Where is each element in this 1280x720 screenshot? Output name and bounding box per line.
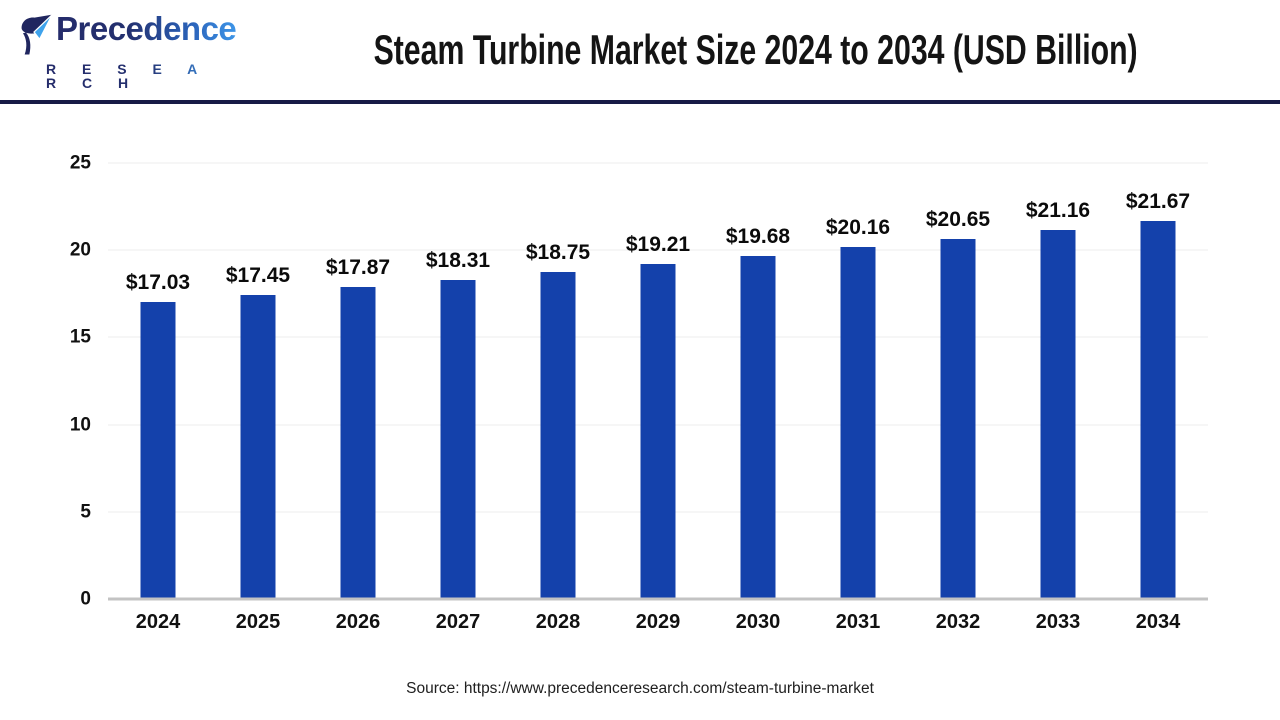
gridline-25 (108, 162, 1208, 164)
bar-value-label-2025: $17.45 (225, 263, 291, 287)
source-text: Source: https://www.precedenceresearch.c… (406, 680, 874, 697)
bar-2029 (640, 263, 676, 599)
y-axis-tick-0: 0 (80, 588, 91, 610)
bar-value-label-2031: $20.16 (825, 216, 891, 240)
bar-slot-2028: $18.75 2028 (508, 163, 608, 632)
bar-value-label-2026: $17.87 (325, 256, 391, 280)
brand-logo: Precedence R E S E A R C H (20, 10, 237, 90)
bar-2028 (540, 272, 576, 599)
header: Precedence R E S E A R C H Steam Turbine… (0, 0, 1280, 104)
x-axis-label-2030: 2030 (735, 611, 781, 633)
bar-2033 (1040, 229, 1076, 599)
y-axis-tick-5: 5 (80, 501, 91, 523)
bar-slot-2030: $19.68 2030 (708, 163, 808, 632)
gridline-20 (108, 249, 1208, 251)
y-axis-tick-10: 10 (69, 414, 91, 436)
bar-2034 (1140, 221, 1176, 599)
bar-slot-2024: $17.03 2024 (108, 163, 208, 632)
paper-plane-logo-icon (20, 13, 54, 62)
x-axis-label-2025: 2025 (235, 611, 281, 633)
y-axis-tick-25: 25 (69, 152, 91, 174)
bar-2024 (140, 302, 176, 599)
x-axis-label-2029: 2029 (635, 611, 681, 633)
x-axis-baseline (108, 597, 1208, 601)
x-axis-label-2027: 2027 (435, 611, 481, 633)
bar-value-label-2028: $18.75 (525, 241, 591, 264)
x-axis-label-2033: 2033 (1035, 611, 1081, 633)
bar-slot-2027: $18.31 2027 (408, 163, 508, 632)
x-axis-label-2031: 2031 (835, 611, 881, 633)
bar-value-label-2024: $17.03 (125, 271, 191, 294)
y-axis-tick-20: 20 (69, 239, 91, 261)
bar-2032 (940, 238, 976, 599)
bar-value-label-2027: $18.31 (425, 248, 491, 272)
bar-slot-2034: $21.67 2034 (1108, 163, 1208, 632)
bar-value-label-2030: $19.68 (725, 224, 791, 248)
bar-slot-2029: $19.21 2029 (608, 163, 708, 632)
bar-value-label-2034: $21.67 (1125, 190, 1191, 214)
bar-value-label-2032: $20.65 (925, 207, 991, 231)
bars-container: $17.03 2024 $17.45 2025 $17.87 2026 $18.31 2027… (108, 163, 1208, 632)
bar-2025 (240, 294, 276, 599)
bar-slot-2032: $20.65 2032 (908, 163, 1008, 632)
bar-slot-2031: $20.16 2031 (808, 163, 908, 632)
bar-2027 (440, 279, 476, 599)
bar-slot-2026: $17.87 2026 (308, 163, 408, 632)
bar-value-label-2033: $21.16 (1025, 198, 1091, 222)
x-axis-label-2032: 2032 (935, 611, 981, 633)
bar-2026 (340, 287, 376, 599)
x-axis-label-2026: 2026 (335, 611, 381, 633)
x-axis-label-2024: 2024 (135, 611, 181, 633)
plot-area: 0 5 10 15 20 25 $17.03 2024 $17.45 2025 $17.87 2026… (70, 154, 1208, 632)
bar-2030 (740, 255, 776, 599)
chart-title: Steam Turbine Market Size 2024 to 2034 (… (373, 26, 1138, 73)
bar-slot-2025: $17.45 2025 (208, 163, 308, 632)
y-axis-tick-15: 15 (69, 326, 91, 348)
brand-subtitle: R E S E A R C H (46, 62, 225, 90)
bar-2031 (840, 247, 876, 599)
bar-slot-2033: $21.16 2033 (1008, 163, 1108, 632)
bar-value-label-2029: $19.21 (625, 232, 691, 256)
logo-row: Precedence (20, 10, 237, 62)
x-axis-label-2034: 2034 (1135, 611, 1181, 633)
x-axis-label-2028: 2028 (535, 611, 581, 633)
brand-name: Precedence (56, 9, 237, 47)
